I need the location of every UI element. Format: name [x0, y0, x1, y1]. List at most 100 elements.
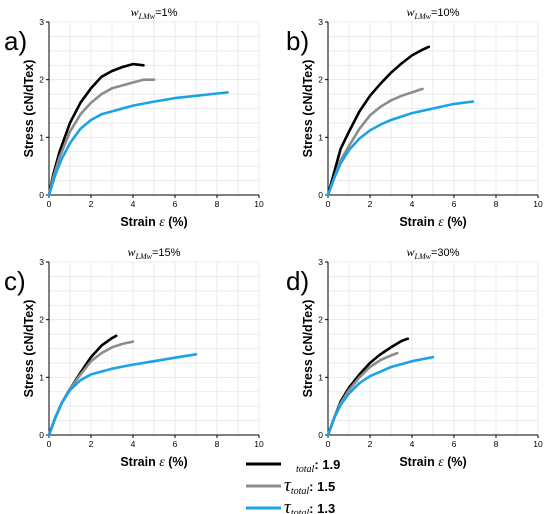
- series-line-2: [326, 351, 399, 437]
- x-axis-label-text: Strain: [399, 215, 438, 229]
- x-axis-label-symbol: ε: [159, 455, 165, 470]
- chart-panel-b: 0 2 4 6 8 10 0 1 2 3 b) wLMw=10% Strain ε (%) Stress …: [286, 5, 543, 230]
- x-axis-label: Strain ε (%): [399, 455, 466, 470]
- x-axis-label-text: Strain: [120, 215, 159, 229]
- series-line-1: [326, 45, 431, 197]
- series-line-2: [47, 78, 156, 197]
- series-line-3: [326, 100, 475, 197]
- x-axis-label-unit: (%): [165, 215, 188, 229]
- x-tick-label: 2: [368, 439, 373, 449]
- x-tick-label: 4: [410, 199, 415, 209]
- x-tick-label: 2: [368, 199, 373, 209]
- x-axis-label: Strain ε (%): [120, 455, 187, 470]
- legend-sub: total: [291, 508, 310, 514]
- panel-title: wLMw=30%: [407, 245, 460, 261]
- x-axis-label-symbol: ε: [438, 215, 444, 230]
- legend-label-3: τtotal: 1.3: [284, 497, 335, 514]
- x-tick-label: 2: [89, 439, 94, 449]
- title-suffix: =10%: [431, 7, 460, 19]
- y-tick-label: 0: [318, 430, 323, 440]
- y-tick-label: 0: [39, 430, 44, 440]
- y-tick-label: 1: [39, 132, 44, 142]
- chart-panel-d: 0 2 4 6 8 10 0 1 2 3 d) wLMw=30% Strain ε (%) Stress …: [286, 245, 543, 470]
- x-axis-label-unit: (%): [444, 455, 467, 469]
- x-tick-label: 4: [410, 439, 415, 449]
- legend-value: : 1.5: [309, 479, 335, 494]
- x-tick-label: 4: [131, 439, 136, 449]
- y-tick-label: 2: [318, 75, 323, 85]
- x-tick-label: 0: [47, 199, 52, 209]
- y-tick-label: 0: [39, 190, 44, 200]
- x-tick-label: 0: [326, 199, 331, 209]
- y-tick-label: 2: [318, 315, 323, 325]
- legend-label-1: total: 1.9: [296, 457, 340, 475]
- title-suffix: =15%: [152, 247, 181, 259]
- title-var: w: [128, 245, 136, 259]
- x-tick-label: 8: [494, 439, 499, 449]
- x-axis-label-symbol: ε: [159, 215, 165, 230]
- x-tick-label: 0: [47, 439, 52, 449]
- y-axis-label: Stress (cN/dTex): [22, 300, 36, 398]
- y-tick-label: 3: [318, 17, 323, 27]
- x-axis-label: Strain ε (%): [399, 215, 466, 230]
- y-axis-label: Stress (cN/dTex): [22, 60, 36, 158]
- title-sub: LMw: [414, 252, 432, 261]
- legend-label-2: τtotal: 1.5: [284, 475, 335, 497]
- series-line-3: [47, 352, 198, 437]
- y-axis-label: Stress (cN/dTex): [301, 60, 315, 158]
- x-tick-label: 8: [215, 439, 220, 449]
- x-axis-label-text: Strain: [399, 455, 438, 469]
- y-axis-label: Stress (cN/dTex): [301, 300, 315, 398]
- x-tick-label: 2: [89, 199, 94, 209]
- panel-title: wLMw=15%: [128, 245, 181, 261]
- chart-panel-c: 0 2 4 6 8 10 0 1 2 3 c) wLMw=15% Strain ε (%) Stress …: [4, 245, 264, 470]
- x-axis-label-unit: (%): [165, 455, 188, 469]
- x-tick-label: 10: [254, 439, 264, 449]
- title-var: w: [407, 5, 415, 19]
- y-tick-label: 2: [39, 75, 44, 85]
- y-tick-label: 1: [39, 372, 44, 382]
- x-axis-label-text: Strain: [120, 455, 159, 469]
- x-tick-label: 6: [173, 439, 178, 449]
- x-tick-label: 6: [173, 199, 178, 209]
- title-var: w: [407, 245, 415, 259]
- x-tick-label: 10: [533, 439, 543, 449]
- x-tick-label: 8: [494, 199, 499, 209]
- panel-letter: c): [4, 266, 26, 296]
- legend-value: : 1.3: [309, 501, 335, 514]
- chart-panel-a: 0 2 4 6 8 10 0 1 2 3 a) wLMw=1% Strain ε (%) Stress (…: [4, 5, 264, 230]
- panel-letter: b): [286, 26, 309, 56]
- panel-title: wLMw=1%: [131, 5, 178, 21]
- panel-letter: d): [286, 266, 309, 296]
- legend-symbol: τ: [284, 497, 292, 514]
- panel-letter: a): [4, 26, 27, 56]
- y-tick-label: 3: [39, 257, 44, 267]
- x-axis-label-symbol: ε: [438, 455, 444, 470]
- x-tick-label: 4: [131, 199, 136, 209]
- x-tick-label: 0: [326, 439, 331, 449]
- legend-symbol: τ: [284, 475, 292, 496]
- panel-title: wLMw=10%: [407, 5, 460, 21]
- legend-sub: total: [291, 486, 310, 497]
- y-tick-label: 0: [318, 190, 323, 200]
- title-suffix: =1%: [155, 7, 178, 19]
- title-sub: LMw: [135, 252, 153, 261]
- y-tick-label: 1: [318, 372, 323, 382]
- title-var: w: [131, 5, 139, 19]
- title-suffix: =30%: [431, 247, 460, 259]
- y-tick-label: 1: [318, 132, 323, 142]
- legend-sub: total: [296, 464, 315, 475]
- title-sub: LMw: [138, 12, 156, 21]
- title-sub: LMw: [414, 12, 432, 21]
- x-tick-label: 6: [452, 199, 457, 209]
- x-tick-label: 6: [452, 439, 457, 449]
- series-line-3: [326, 355, 435, 437]
- y-tick-label: 3: [318, 257, 323, 267]
- series-line-2: [326, 87, 424, 197]
- y-tick-label: 2: [39, 315, 44, 325]
- series-line-1: [47, 62, 145, 197]
- x-tick-label: 10: [533, 199, 543, 209]
- x-tick-label: 10: [254, 199, 264, 209]
